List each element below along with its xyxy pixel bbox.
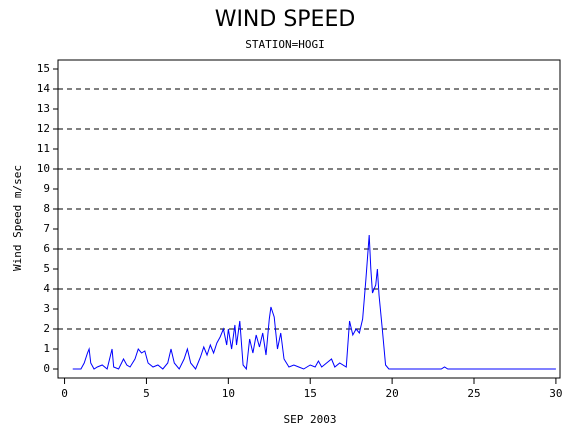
x-tick-label: 5: [143, 387, 150, 400]
y-tick-label: 12: [37, 122, 50, 135]
y-tick-label: 6: [43, 242, 50, 255]
x-tick-label: 15: [304, 387, 317, 400]
y-tick-label: 14: [37, 82, 51, 95]
x-axis-label: SEP 2003: [284, 413, 337, 426]
y-tick-label: 0: [43, 362, 50, 375]
x-tick-label: 30: [549, 387, 562, 400]
y-tick-label: 3: [43, 302, 50, 315]
y-tick-label: 9: [43, 182, 50, 195]
chart-title: WIND SPEED: [215, 7, 356, 32]
y-tick-label: 5: [43, 262, 50, 275]
x-tick-label: 25: [467, 387, 480, 400]
y-tick-label: 7: [43, 222, 50, 235]
y-tick-label: 2: [43, 322, 50, 335]
y-tick-label: 15: [37, 62, 50, 75]
data-line: [72, 234, 556, 371]
plot-frame: [57, 59, 561, 379]
y-tick-label: 8: [43, 202, 50, 215]
x-tick-label: 0: [61, 387, 68, 400]
y-tick-label: 10: [37, 162, 50, 175]
chart-subtitle: STATION=HOGI: [245, 38, 324, 51]
x-tick-label: 20: [385, 387, 398, 400]
x-tick-label: 10: [222, 387, 235, 400]
y-tick-label: 13: [37, 102, 50, 115]
y-axis-label: Wind Speed m/sec: [11, 165, 24, 271]
y-tick-label: 4: [43, 282, 50, 295]
y-tick-label: 1: [43, 342, 50, 355]
y-tick-label: 11: [37, 142, 50, 155]
